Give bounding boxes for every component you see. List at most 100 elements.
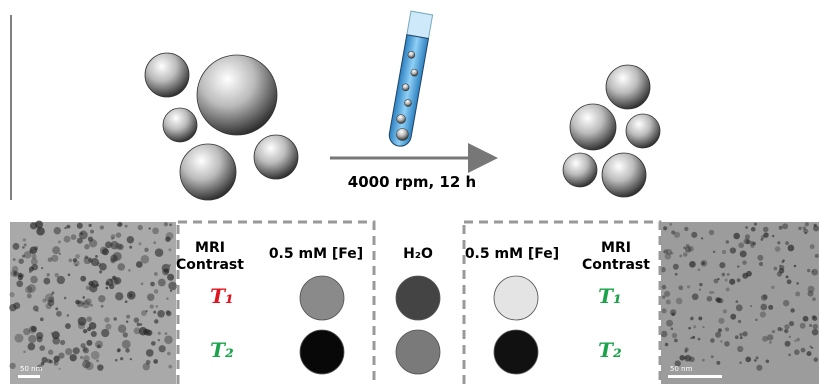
particle: [692, 336, 695, 339]
particle: [150, 305, 154, 309]
particle: [666, 299, 671, 304]
particle: [24, 243, 27, 246]
particle: [42, 298, 46, 302]
particle: [105, 282, 109, 286]
particle: [153, 241, 156, 244]
particle: [664, 291, 670, 297]
particle: [117, 263, 125, 271]
particle: [775, 246, 781, 252]
particle: [737, 278, 741, 282]
particle: [782, 223, 788, 229]
particle: [144, 248, 148, 252]
particle: [130, 358, 132, 360]
particle: [787, 279, 792, 284]
particle: [725, 327, 729, 331]
particle: [39, 345, 45, 351]
particle: [164, 269, 169, 274]
particle: [100, 247, 108, 255]
particle: [101, 329, 109, 337]
particle: [674, 339, 678, 343]
particle: [691, 316, 694, 319]
scale-bar-label: 50 nm: [20, 365, 42, 373]
particle: [52, 331, 60, 339]
particle: [738, 242, 744, 248]
particle: [746, 271, 752, 277]
particle: [115, 292, 123, 300]
particle: [745, 234, 750, 239]
particle: [812, 316, 817, 321]
particle: [707, 296, 713, 302]
particle: [720, 340, 722, 342]
particle: [687, 285, 690, 288]
particle: [158, 332, 161, 335]
particle: [663, 251, 665, 253]
particle: [106, 287, 109, 290]
particle: [52, 291, 55, 294]
particle: [798, 227, 801, 230]
particle: [157, 310, 165, 318]
particle: [742, 331, 747, 336]
particle: [49, 360, 53, 364]
particle: [138, 242, 141, 245]
particle: [760, 311, 766, 317]
particle: [772, 330, 775, 333]
particle: [143, 329, 149, 335]
particle: [88, 258, 93, 263]
particle: [129, 294, 133, 298]
particle: [156, 305, 159, 308]
particle: [23, 350, 26, 353]
particle: [115, 359, 118, 362]
particle: [713, 279, 718, 284]
particle: [745, 226, 748, 229]
particle: [788, 245, 795, 252]
particle: [676, 298, 683, 305]
particle: [663, 226, 667, 230]
particle: [64, 227, 66, 229]
particle: [154, 319, 159, 324]
particle: [807, 269, 810, 272]
particle: [95, 255, 98, 258]
particle: [740, 336, 743, 339]
particle: [29, 270, 32, 273]
particle: [698, 316, 702, 320]
particle: [138, 225, 143, 230]
particle: [812, 329, 819, 336]
particle: [760, 304, 767, 311]
particle: [143, 363, 150, 370]
particle: [164, 222, 168, 226]
particle: [166, 232, 174, 240]
particle: [809, 324, 812, 327]
particle: [118, 325, 126, 333]
particle: [75, 254, 80, 259]
particle: [777, 271, 782, 276]
particle: [813, 357, 818, 362]
particle: [727, 273, 730, 276]
particle: [691, 232, 697, 238]
particle: [702, 262, 705, 265]
particle: [784, 330, 786, 332]
particle: [158, 339, 160, 341]
particle: [58, 241, 61, 244]
particle: [811, 269, 818, 276]
particle: [15, 334, 24, 343]
particle: [111, 234, 116, 239]
particle: [683, 246, 686, 249]
particle: [158, 279, 166, 287]
particle: [671, 327, 674, 330]
particle: [70, 354, 77, 361]
particle: [18, 258, 23, 263]
particle: [666, 320, 673, 327]
particle: [66, 225, 70, 229]
particle: [679, 355, 685, 361]
particle: [796, 282, 799, 285]
particle: [794, 340, 796, 342]
particle: [757, 255, 763, 261]
particle: [82, 360, 90, 368]
particle: [773, 267, 777, 271]
particle: [723, 309, 727, 313]
particle: [168, 282, 177, 291]
particle: [796, 338, 799, 341]
particle: [80, 356, 83, 359]
particle: [722, 250, 726, 254]
small-particles: [563, 65, 660, 197]
